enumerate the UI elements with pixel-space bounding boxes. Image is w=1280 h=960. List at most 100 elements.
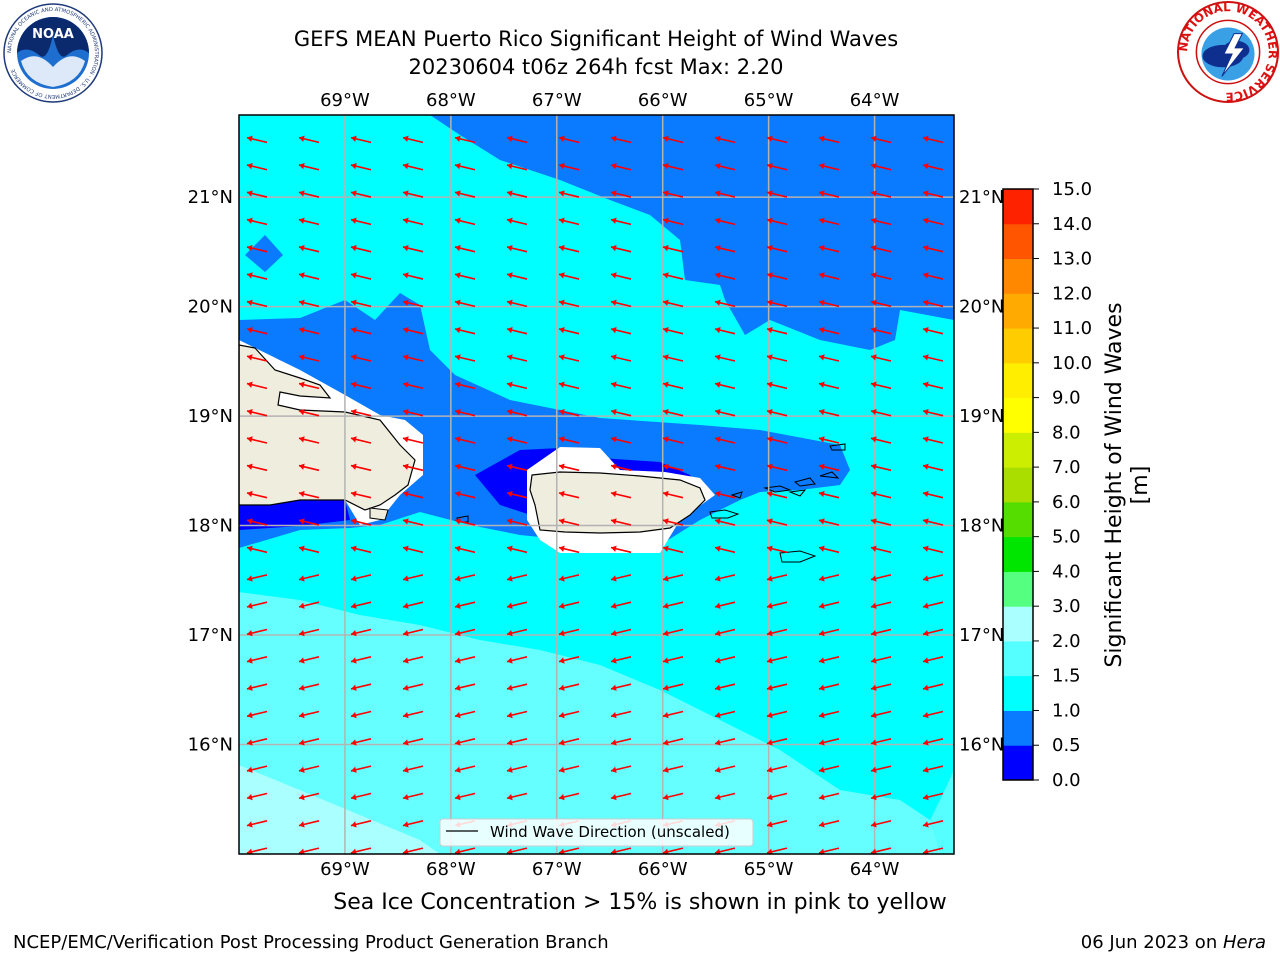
wind-vector-arrow (766, 354, 788, 362)
wind-vector-arrow (402, 463, 424, 472)
wind-vector-arrow (246, 354, 268, 362)
chart-title: GEFS MEAN Puerto Rico Significant Height… (293, 27, 899, 51)
wind-vector-head (507, 217, 513, 224)
wind-vector-arrow (506, 272, 528, 280)
wind-vector-head (715, 848, 721, 854)
wind-vector-arrow (870, 381, 892, 390)
wind-vector-head (611, 408, 617, 416)
wind-vector-arrow (610, 574, 632, 582)
wind-vector-head (663, 436, 669, 443)
wind-vector-head (351, 381, 357, 388)
wind-vector-head (923, 739, 929, 746)
wind-vector-head (247, 244, 253, 252)
wind-vector-head (507, 629, 513, 637)
wind-vector-head (923, 436, 929, 443)
wind-vector-arrow (662, 326, 684, 335)
wind-vector-arrow (454, 326, 476, 335)
wind-vector-head (715, 217, 721, 224)
wind-vector-arrow (662, 190, 684, 198)
wind-vector-arrow (298, 847, 320, 854)
wind-vector-head (559, 518, 565, 525)
wind-vector-head (403, 684, 409, 691)
wind-vector-head (351, 793, 357, 801)
wind-vector-arrow (246, 710, 268, 719)
colorbar-tick-label: 15.0 (1052, 179, 1092, 200)
wind-vector-head (299, 575, 305, 582)
wind-vector-arrow (766, 847, 788, 854)
lat-label-left: 16°N (188, 735, 233, 756)
wind-vector-head (871, 821, 877, 828)
wind-vector-head (299, 848, 305, 854)
wind-vector-head (351, 408, 357, 416)
wind-vector-head (403, 848, 409, 854)
wind-vector-head (871, 326, 877, 334)
wind-vector-arrow (610, 299, 632, 308)
wind-vector-arrow (350, 738, 372, 746)
wind-vector-arrow (818, 381, 840, 390)
wind-vector-arrow (922, 574, 944, 582)
vector-legend: Wind Wave Direction (unscaled) (439, 818, 754, 847)
wind-vector-arrow (870, 545, 892, 554)
wind-vector-head (715, 518, 721, 525)
wind-vector-head (923, 354, 929, 361)
sea-ice-note: Sea Ice Concentration > 15% is shown in … (333, 890, 947, 915)
wind-vector-head (871, 436, 877, 443)
wind-vector-arrow (610, 408, 632, 417)
wind-vector-arrow (558, 190, 580, 198)
wind-vector-head (247, 545, 253, 552)
wind-vector-arrow (870, 354, 892, 362)
wind-vector-head (351, 490, 357, 498)
wind-vector-head (663, 657, 669, 664)
wind-vector-head (247, 766, 253, 773)
wind-vector-arrow (506, 710, 528, 719)
wind-vector-head (923, 518, 929, 525)
wind-vector-arrow (818, 710, 840, 719)
wind-vector-head (923, 602, 929, 609)
wind-vector-arrow (922, 272, 944, 280)
wind-vector-arrow (506, 545, 528, 554)
wind-vector-arrow (870, 217, 892, 226)
wind-vector-arrow (610, 135, 632, 144)
wind-vector-head (611, 463, 617, 470)
wind-vector-head (767, 575, 773, 582)
lat-label-right: 19°N (959, 406, 1004, 427)
wind-vector-arrow (246, 436, 268, 444)
wind-vector-arrow (818, 299, 840, 308)
wind-vector-head (507, 326, 513, 334)
lon-labels-bottom: 69°W 68°W 67°W 66°W 65°W 64°W (320, 859, 900, 880)
wind-vector-arrow (298, 463, 320, 472)
wind-vector-head (559, 381, 565, 388)
wind-vector-head (351, 657, 357, 664)
wind-vector-arrow (714, 408, 736, 417)
wind-vector-arrow (454, 656, 476, 664)
wind-vector-head (455, 602, 461, 609)
wind-vector-head (507, 244, 513, 252)
wind-vector-arrow (922, 408, 944, 417)
noaa-logo-text: NOAA (32, 27, 74, 42)
wind-vector-arrow (662, 792, 684, 801)
wind-vector-head (871, 657, 877, 664)
colorbar-tick-label: 13.0 (1052, 249, 1092, 270)
wind-vector-arrow (506, 490, 528, 499)
wind-vector-arrow (662, 299, 684, 308)
wind-vector-head (819, 739, 825, 746)
wind-vector-head (767, 848, 773, 854)
wind-vector-head (351, 135, 357, 142)
wind-vector-arrow (506, 847, 528, 854)
wind-vector-arrow (766, 574, 788, 582)
wind-vector-arrow (558, 354, 580, 362)
wind-vector-head (767, 793, 773, 801)
wind-vector-arrow (818, 847, 840, 854)
wind-vector-head (715, 545, 721, 552)
wind-vector-arrow (298, 656, 320, 664)
wind-vector-arrow (350, 272, 372, 280)
wind-vector-head (923, 463, 929, 470)
wind-vector-head (559, 657, 565, 664)
wind-vector-head (507, 739, 513, 746)
wind-vector-arrow (818, 574, 840, 582)
wind-vector-arrow (350, 354, 372, 362)
wind-vector-arrow (246, 574, 268, 582)
wind-vector-arrow (298, 244, 320, 253)
colorbar-tick-label: 8.0 (1052, 422, 1081, 443)
wind-vector-arrow (298, 574, 320, 582)
